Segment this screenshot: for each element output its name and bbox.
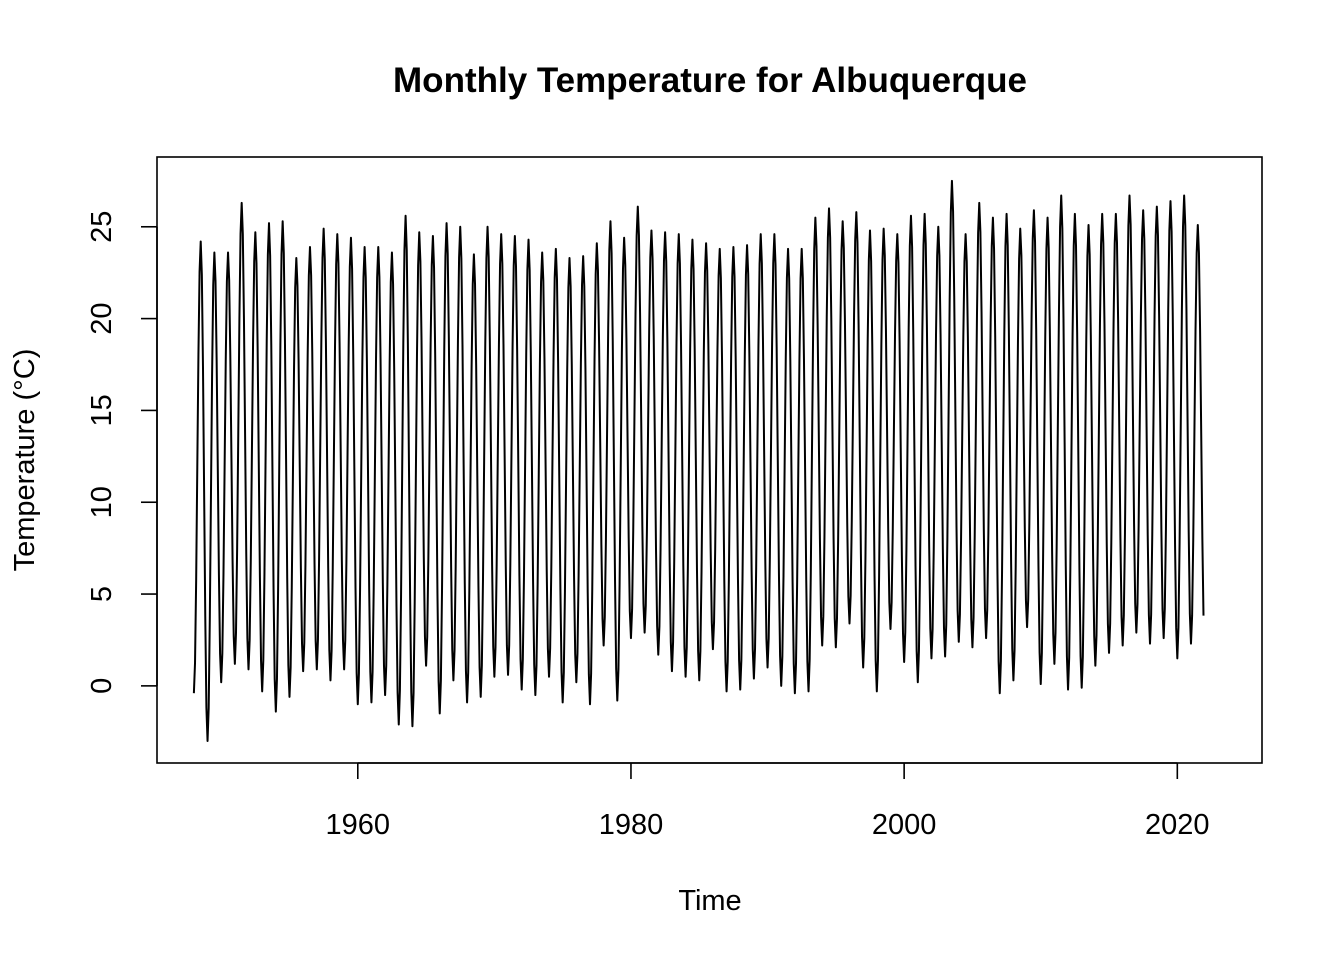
x-tick-label: 2000 (872, 809, 937, 841)
x-axis-label: Time (678, 885, 741, 917)
x-tick-label: 1960 (326, 809, 391, 841)
y-tick-label: 15 (86, 394, 118, 426)
y-axis: 0 5 10 15 20 25 (86, 211, 158, 694)
y-tick-label: 10 (86, 486, 118, 518)
x-tick-label: 1980 (599, 809, 664, 841)
y-tick-label: 25 (86, 211, 118, 243)
series-layer (192, 179, 1205, 742)
y-tick-label: 0 (86, 678, 118, 694)
y-tick-label: 20 (86, 302, 118, 334)
x-axis: 1960 1980 2000 2020 (326, 762, 1210, 841)
series-line (192, 179, 1205, 742)
x-tick-label: 2020 (1145, 809, 1210, 841)
y-tick-label: 5 (86, 586, 118, 602)
chart-title: Monthly Temperature for Albuquerque (393, 61, 1027, 100)
y-axis-label: Temperature (°C) (9, 349, 41, 572)
